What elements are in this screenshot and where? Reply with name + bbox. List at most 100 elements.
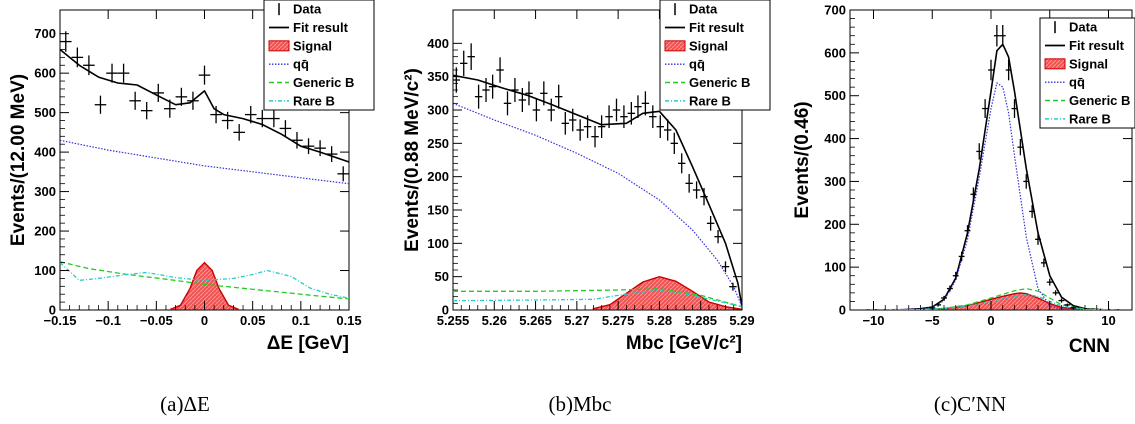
y-tick-label-b: 300: [427, 103, 449, 118]
y-tick-label-c: 600: [824, 45, 846, 60]
data-point-b: [700, 188, 708, 206]
data-point-b: [721, 261, 730, 272]
data-point-a: [198, 65, 211, 85]
series-generic-b-b: [453, 288, 742, 308]
series-qqbar-b: [453, 102, 742, 307]
data-point-a: [291, 131, 303, 149]
data-point-a: [268, 109, 280, 128]
legend-a: Data Fit result Signal qq̄ Generic B Rare B: [263, 0, 375, 111]
legend-label-rare-b: Rare B: [689, 93, 731, 108]
y-tick-label-a: 100: [34, 263, 56, 278]
data-point-b: [663, 119, 672, 141]
y-tick-label-a: 0: [49, 303, 56, 318]
data-point-c: [1040, 258, 1047, 268]
data-point-a: [83, 55, 95, 76]
legend-swatch-signal: [268, 40, 290, 52]
legend-box-b: [659, 0, 771, 111]
data-point-c: [1052, 290, 1059, 296]
x-tick-label-b: 5.27: [564, 313, 589, 328]
data-point-a: [187, 91, 199, 110]
caption-b: (b)Mbc: [549, 392, 612, 416]
data-point-b: [620, 105, 628, 128]
data-point-a: [140, 101, 153, 120]
legend-label-signal: Signal: [689, 38, 728, 53]
data-point-a: [129, 91, 141, 110]
y-tick-label-c: 100: [824, 260, 846, 275]
x-tick-label-a: −0.1: [95, 313, 121, 328]
data-point-b: [729, 282, 737, 291]
y-tick-label-c: 700: [824, 3, 846, 18]
legend-label-qqbar: qq̄: [293, 57, 309, 72]
data-point-b: [605, 105, 613, 128]
legend-label-data: Data: [1069, 20, 1098, 35]
data-point-b: [525, 81, 533, 106]
data-point-a: [279, 120, 292, 137]
data-point-b: [634, 95, 642, 118]
x-tick-label-b: 5.285: [684, 313, 717, 328]
data-point-c: [976, 143, 983, 160]
data-point-c: [970, 187, 977, 202]
legend-box-a: [263, 0, 375, 111]
data-point-a: [94, 95, 107, 114]
data-point-b: [482, 78, 490, 102]
legend-entry-qqbar-a: qq̄: [269, 57, 309, 72]
legend-label-data: Data: [293, 2, 322, 17]
legend-label-rare-b: Rare B: [1069, 111, 1111, 126]
y-tick-label-c: 400: [824, 131, 846, 146]
data-point-c: [1017, 139, 1024, 156]
legend-swatch-signal: [664, 40, 686, 52]
legend-label-signal: Signal: [293, 38, 332, 53]
ylabel-a: Events/(12.00 MeV): [8, 74, 29, 246]
y-tick-label-a: 500: [34, 105, 56, 120]
data-point-b: [692, 181, 701, 199]
x-tick-label-c: 0: [987, 313, 994, 328]
data-point-a: [337, 166, 349, 182]
y-tick-label-b: 150: [427, 203, 449, 218]
data-point-c: [935, 303, 942, 307]
curves-b: [453, 43, 742, 310]
data-point-b: [511, 78, 519, 102]
data-point-a: [175, 87, 188, 106]
series-qqbar-a: [60, 139, 349, 185]
y-tick-label-b: 50: [435, 269, 449, 284]
data-point-b: [627, 102, 636, 125]
data-point-c: [999, 25, 1006, 47]
data-point-a: [244, 105, 257, 124]
legend-entry-fit-b: Fit result: [665, 20, 745, 35]
data-point-a: [164, 99, 176, 118]
legend-c: Data Fit result Signal qq̄ Generic B Rare B: [1039, 17, 1135, 129]
plot-area-b: 5.255 5.26 5.265 5.27 5.275 5.28 5.285 5.29 0 50 1…: [427, 0, 771, 328]
data-point-a: [210, 105, 222, 124]
y-tick-label-a: 300: [34, 184, 56, 199]
y-tick-label-c: 500: [824, 88, 846, 103]
legend-label-data: Data: [689, 2, 718, 17]
series-signal-a: [170, 261, 239, 310]
data-point-a: [71, 47, 84, 68]
x-tick-label-c: −10: [862, 313, 884, 328]
data-point-b: [453, 67, 461, 93]
legend-entry-generic-b-a: Generic B: [269, 75, 354, 90]
x-tick-label-a: 0.15: [336, 313, 361, 328]
data-point-a: [302, 138, 315, 155]
legend-label-qqbar: qq̄: [689, 57, 705, 72]
x-tick-label-a: −0.15: [44, 313, 77, 328]
data-point-b: [474, 84, 483, 109]
legend-entry-qqbar-b: qq̄: [665, 57, 705, 72]
data-point-b: [467, 43, 475, 70]
y-tick-label-c: 300: [824, 174, 846, 189]
x-tick-label-c: 5: [1046, 313, 1053, 328]
data-point-b: [591, 126, 599, 148]
data-point-b: [612, 98, 621, 122]
data-point-b: [503, 91, 512, 116]
legend-entry-fit-c: Fit result: [1045, 38, 1125, 53]
data-point-a: [152, 83, 165, 102]
legend-label-fit: Fit result: [689, 20, 745, 35]
caption-c: (c)C′NN: [934, 392, 1006, 416]
legend-entry-signal-a: Signal: [268, 38, 332, 53]
legend-label-signal: Signal: [1069, 56, 1108, 71]
xlabel-b: Mbc [GeV/c²]: [626, 333, 742, 354]
data-point-c: [988, 59, 994, 81]
x-tick-label-a: 0: [201, 313, 208, 328]
series-generic-b-c: [861, 287, 1121, 310]
legend-entry-data-b: Data: [674, 2, 718, 17]
